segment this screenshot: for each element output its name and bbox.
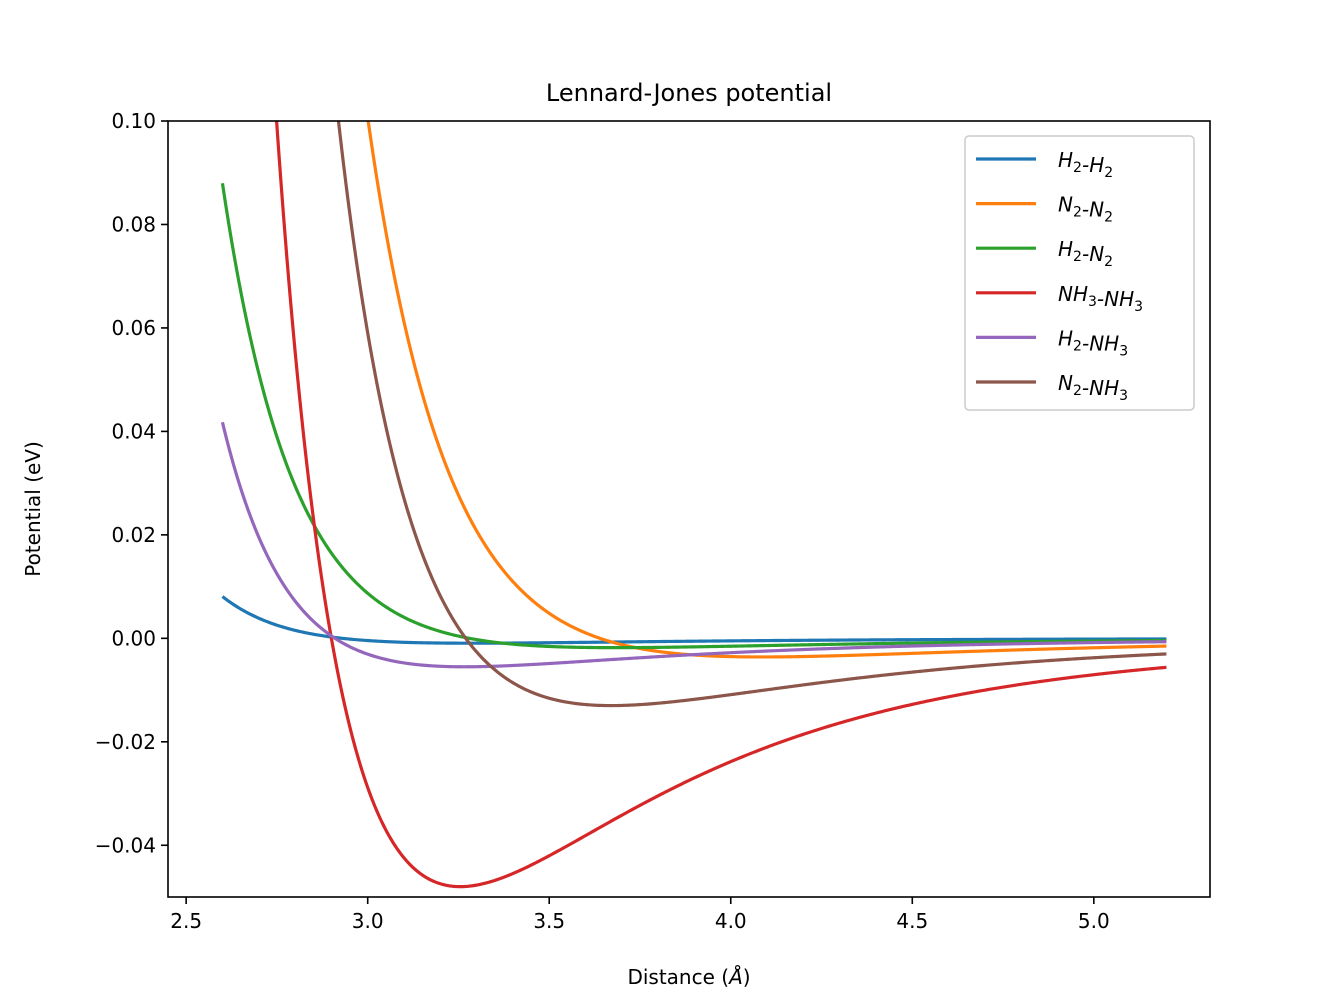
y-tick-label: 0.08 <box>111 212 156 236</box>
x-tick-label: 2.5 <box>170 909 202 933</box>
legend-label: NH3-NH3 <box>1058 282 1143 315</box>
plot-area-frame <box>167 120 1211 898</box>
x-tick-label: 4.5 <box>896 909 928 933</box>
series-line-4 <box>220 421 1167 669</box>
x-axis-label: Distance (Å) <box>627 965 750 989</box>
legend-label: H2-N2 <box>1058 237 1113 270</box>
legend: H2-H2 N2-N2 H2-N2 NH3-NH3 H2-NH3 N2-NH3 <box>964 135 1195 411</box>
series-line-5 <box>336 121 1167 708</box>
series-line-0 <box>221 595 1167 645</box>
x-tick-label: 5.0 <box>1078 909 1110 933</box>
y-axis: −0.04 −0.02 0.00 0.02 0.04 0.06 0.08 0.10 <box>95 109 168 857</box>
x-tick-label: 3.5 <box>533 909 565 933</box>
chart-title: Lennard-Jones potential <box>546 79 832 107</box>
y-tick-label: −0.04 <box>95 833 156 857</box>
legend-label: N2-N2 <box>1058 193 1113 226</box>
y-axis-label: Potential (eV) <box>21 441 45 577</box>
y-tick-label: −0.02 <box>95 730 156 754</box>
y-tick-label: 0.02 <box>111 523 156 547</box>
y-tick-label: 0.06 <box>111 316 156 340</box>
y-tick-label: 0.00 <box>111 626 156 650</box>
y-tick-label: 0.10 <box>111 109 156 133</box>
series-line-2 <box>220 183 1167 650</box>
series-layer <box>220 121 1167 889</box>
y-tick-label: 0.04 <box>111 419 156 443</box>
legend-label: N2-NH3 <box>1058 371 1128 404</box>
legend-box <box>964 135 1195 411</box>
x-tick-label: 3.0 <box>352 909 384 933</box>
x-tick-label: 4.0 <box>715 909 747 933</box>
legend-label: H2-H2 <box>1058 148 1113 181</box>
legend-label: H2-NH3 <box>1058 326 1128 359</box>
x-axis: 2.5 3.0 3.5 4.0 4.5 5.0 <box>170 897 1110 933</box>
series-line-3 <box>274 121 1167 889</box>
